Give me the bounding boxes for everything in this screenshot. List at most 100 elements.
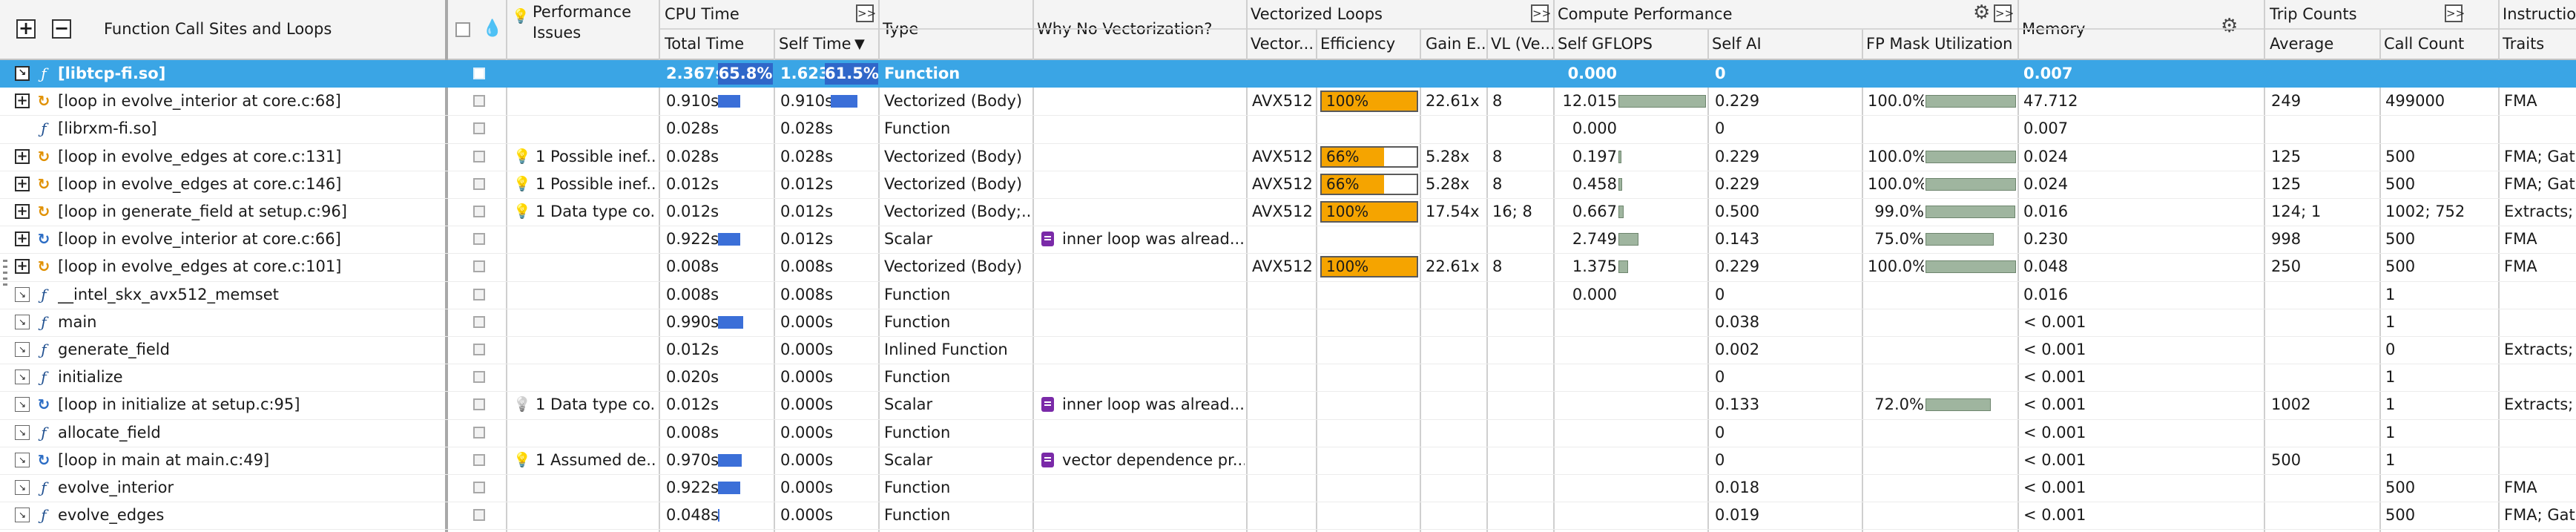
- self-time-value: 0.000s: [780, 368, 834, 387]
- function-icon: ƒ: [41, 368, 47, 387]
- table-row[interactable]: ↘ ƒ evolve_edges 0.048s 0.000s Function 0.019 <…: [0, 502, 2576, 531]
- issue-bulb-icon[interactable]: 💡: [513, 175, 531, 192]
- row-checkbox[interactable]: [473, 260, 485, 273]
- traits-value: FMA; Gat: [2504, 147, 2575, 165]
- row-checkbox[interactable]: [473, 150, 485, 162]
- open-source-arrow-icon[interactable]: ↘: [15, 342, 30, 357]
- type-value: Vectorized (Body): [884, 257, 1023, 276]
- splitter-handle[interactable]: [3, 260, 7, 289]
- row-checkbox[interactable]: [473, 315, 485, 328]
- row-checkbox[interactable]: [473, 453, 485, 466]
- row-checkbox[interactable]: [473, 344, 485, 355]
- issue-bulb-icon[interactable]: 💡: [513, 396, 531, 413]
- collapse-row-button[interactable]: ↘: [15, 66, 30, 81]
- column-header-fp-mask[interactable]: FP Mask Utilization: [1866, 35, 2013, 53]
- cpu-time-expand-button[interactable]: >>: [856, 4, 876, 22]
- filter-drop-icon[interactable]: 💧: [482, 19, 503, 38]
- column-header-self-time[interactable]: Self Time: [779, 35, 851, 53]
- self-ai-value: 0.038: [1715, 312, 1760, 331]
- column-header-function[interactable]: Function Call Sites and Loops: [104, 20, 332, 38]
- column-header-call-count[interactable]: Call Count: [2384, 35, 2465, 53]
- open-source-arrow-icon[interactable]: ↘: [15, 370, 30, 385]
- table-row[interactable]: + ↻ [loop in evolve_edges at core.c:131] 💡 1…: [0, 143, 2576, 171]
- table-row[interactable]: + ↻ [loop in evolve_interior at core.c:66]…: [0, 226, 2576, 254]
- table-row[interactable]: ↘ ƒ allocate_field 0.008s 0.000s Function 0 < 0…: [0, 419, 2576, 447]
- grid-body: ↘ ƒ [libtcp-fi.so] 2.367s 65.8% 1.623s 61.5% Fu…: [0, 60, 2576, 532]
- column-header-efficiency[interactable]: Efficiency: [1320, 35, 1396, 53]
- trip-counts-expand-button[interactable]: >>: [2445, 4, 2465, 22]
- open-source-arrow-icon[interactable]: ↘: [15, 286, 30, 302]
- expand-row-button[interactable]: +: [15, 259, 30, 275]
- issue-bulb-icon[interactable]: 💡: [513, 203, 531, 220]
- issue-bulb-icon[interactable]: 💡: [513, 148, 531, 165]
- col-sep[interactable]: [445, 0, 448, 532]
- total-time-value: 0.028s: [666, 147, 719, 165]
- vl-value: [1492, 336, 1552, 364]
- table-row[interactable]: ↘ ƒ main 0.990s 0.000s Function 0.038 < 0.001 1: [0, 309, 2576, 337]
- column-header-average[interactable]: Average: [2270, 35, 2334, 53]
- type-value: Scalar: [884, 395, 933, 414]
- expand-row-button[interactable]: +: [15, 231, 30, 247]
- expand-row-button[interactable]: +: [15, 176, 30, 191]
- vectorized-loops-expand-button[interactable]: >>: [1531, 4, 1551, 22]
- table-row[interactable]: + ↻ [loop in evolve_edges at core.c:146] 💡 1…: [0, 171, 2576, 199]
- row-checkbox[interactable]: [473, 95, 485, 108]
- table-row[interactable]: ↘ ƒ evolve_interior 0.922s 0.000s Function 0.0…: [0, 474, 2576, 503]
- row-checkbox[interactable]: [473, 482, 485, 493]
- row-checkbox[interactable]: [473, 426, 485, 439]
- column-header-traits[interactable]: Traits: [2503, 35, 2545, 53]
- table-row[interactable]: + ↻ [loop in generate_field at setup.c:96]…: [0, 198, 2576, 227]
- table-row[interactable]: ↘ ↻ [loop in initialize at setup.c:95] 💡 1 D…: [0, 391, 2576, 420]
- row-checkbox[interactable]: [473, 177, 485, 190]
- col-sep: [1486, 30, 1488, 532]
- table-row[interactable]: ↘ ƒ initialize 0.020s 0.000s Function 0 < 0.001…: [0, 364, 2576, 393]
- fp-mask-bar: [1926, 177, 2016, 191]
- open-source-arrow-icon[interactable]: ↘: [15, 314, 30, 329]
- memory-gear-icon[interactable]: ⚙: [2221, 15, 2239, 37]
- open-source-arrow-icon[interactable]: ↘: [15, 508, 30, 523]
- column-header-gain[interactable]: Gain E...: [1426, 35, 1488, 53]
- expand-row-button[interactable]: +: [15, 204, 30, 219]
- column-header-vectorized[interactable]: Vector...: [1251, 35, 1314, 53]
- expand-all-button[interactable]: +: [16, 19, 36, 39]
- table-row[interactable]: ↘ ↻ [loop in main at main.c:49] 💡 1 Assumed …: [0, 447, 2576, 475]
- expand-row-button[interactable]: +: [15, 148, 30, 164]
- gain-value: 5.28x: [1426, 147, 1470, 165]
- compute-performance-expand-button[interactable]: >>: [1994, 4, 2014, 22]
- table-row[interactable]: ↘ ƒ __intel_skx_avx512_memset 0.008s 0.008s F…: [0, 281, 2576, 309]
- table-row[interactable]: ƒ [librxm-fi.so] 0.028s 0.028s Function 0.000…: [0, 115, 2576, 144]
- col-sep: [774, 30, 775, 532]
- compute-perf-gear-icon[interactable]: ⚙: [1973, 1, 1991, 24]
- sort-descending-icon[interactable]: ▼: [854, 36, 865, 52]
- column-header-self-gflops[interactable]: Self GFLOPS: [1558, 35, 1653, 53]
- open-source-arrow-icon[interactable]: ↘: [15, 480, 30, 495]
- row-checkbox[interactable]: [473, 122, 485, 135]
- open-source-arrow-icon[interactable]: ↘: [15, 452, 30, 467]
- collapse-all-button[interactable]: −: [52, 19, 71, 39]
- open-source-arrow-icon[interactable]: ↘: [15, 397, 30, 413]
- row-checkbox[interactable]: [473, 233, 485, 246]
- expand-row-button[interactable]: +: [15, 93, 30, 109]
- gain-value: [1426, 364, 1485, 391]
- table-row[interactable]: + ↻ [loop in evolve_edges at core.c:101] 0.…: [0, 253, 2576, 282]
- row-checkbox[interactable]: [473, 371, 485, 384]
- row-checkbox[interactable]: [473, 398, 485, 411]
- row-checkbox[interactable]: [473, 68, 485, 79]
- table-row[interactable]: + ↻ [loop in evolve_interior at core.c:68]…: [0, 88, 2576, 116]
- column-header-vl[interactable]: VL (Ve...: [1491, 35, 1553, 53]
- table-row[interactable]: ↘ ƒ generate_field 0.012s 0.000s Inlined Func…: [0, 336, 2576, 365]
- select-all-checkbox[interactable]: [455, 22, 470, 37]
- total-time-value: 0.922s: [666, 230, 719, 249]
- row-checkbox[interactable]: [473, 288, 485, 301]
- fp-mask-value: 100.0%: [1868, 257, 1924, 276]
- table-row[interactable]: ↘ ƒ [libtcp-fi.so] 2.367s 65.8% 1.623s 61.5% Fu…: [0, 60, 2576, 88]
- column-header-perf-issues[interactable]: Performance Issues: [533, 1, 659, 43]
- column-header-total-time[interactable]: Total Time: [665, 35, 745, 53]
- memory-value: < 0.001: [2023, 479, 2086, 496]
- issue-bulb-icon[interactable]: 💡: [513, 451, 531, 468]
- self-time-value: 0.008s: [780, 285, 834, 303]
- row-checkbox[interactable]: [473, 509, 485, 522]
- open-source-arrow-icon[interactable]: ↘: [15, 424, 30, 440]
- row-checkbox[interactable]: [473, 206, 485, 217]
- column-header-self-ai[interactable]: Self AI: [1712, 35, 1762, 53]
